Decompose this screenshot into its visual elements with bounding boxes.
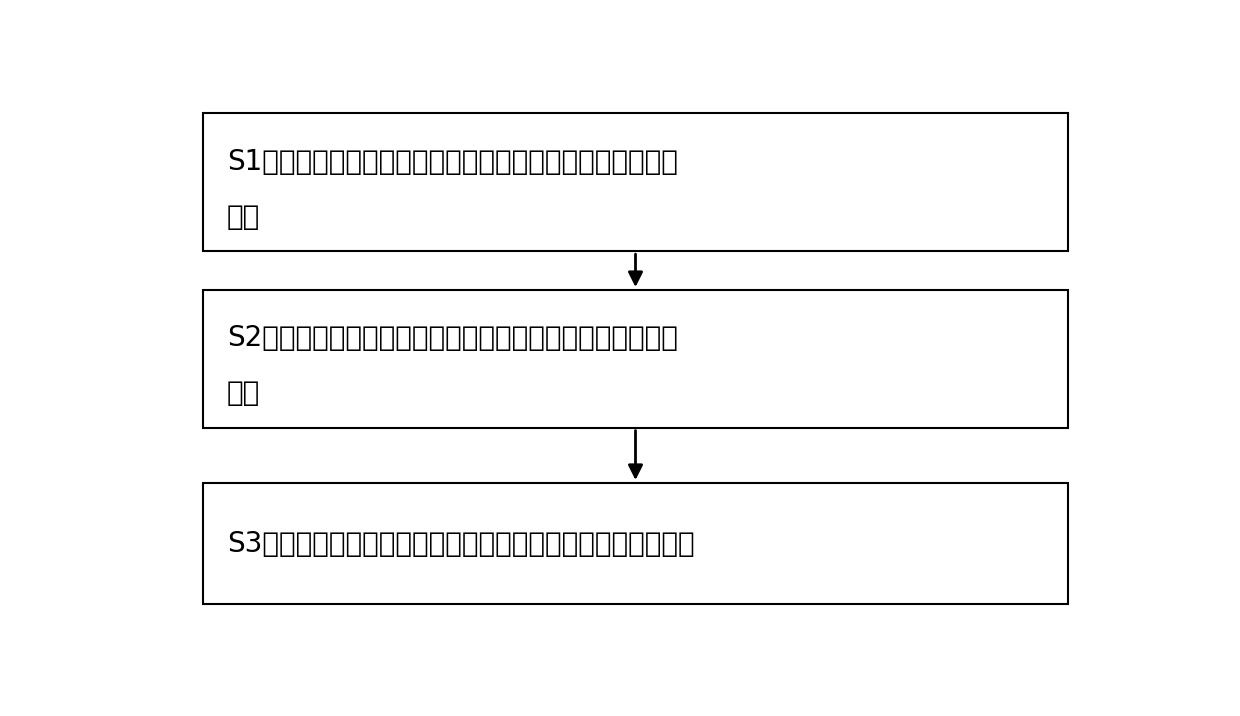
Bar [203, 483, 1068, 604]
Text: S1、通过对多个预定方位角方向的扫描估计出空域协方差矩: S1、通过对多个预定方位角方向的扫描估计出空域协方差矩 [227, 147, 678, 175]
Text: S2、对空域协方差矩阵进行特征値分解，获取噪声空间基向: S2、对空域协方差矩阵进行特征値分解，获取噪声空间基向 [227, 324, 678, 352]
Bar [203, 113, 1068, 251]
Bar [203, 290, 1068, 427]
Text: 量；: 量； [227, 379, 260, 407]
Text: 阵；: 阵； [227, 203, 260, 231]
Text: S3、基于噪声空间基向量通过谱峰搜索，获得来波信号估计。: S3、基于噪声空间基向量通过谱峰搜索，获得来波信号估计。 [227, 530, 694, 558]
